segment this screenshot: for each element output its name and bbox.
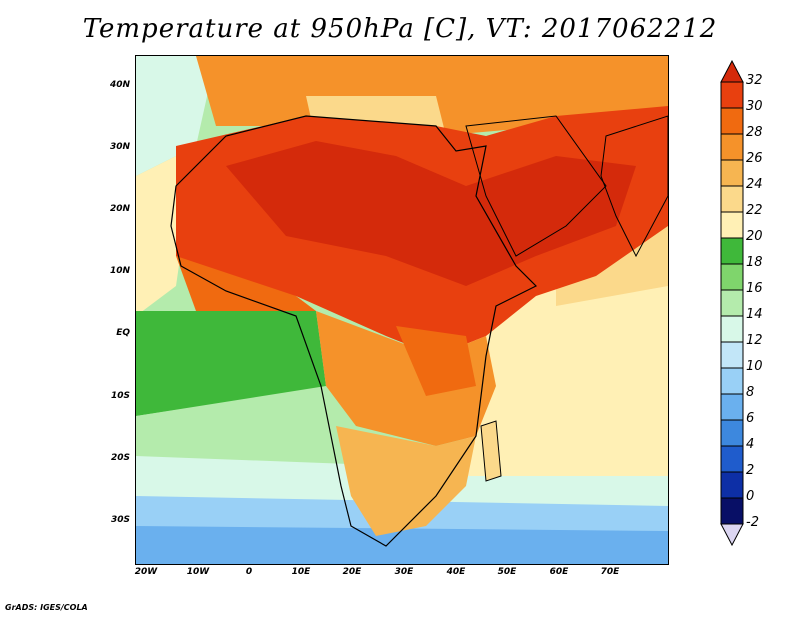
madagascar-coastline bbox=[480, 420, 502, 482]
lat-label-eq: EQ bbox=[116, 328, 130, 338]
madagascar-region bbox=[481, 421, 501, 481]
colorbar-label: -2 bbox=[746, 515, 759, 530]
colorbar-label: 4 bbox=[746, 437, 755, 452]
colorbar-box bbox=[720, 419, 744, 447]
colorbar-label: 20 bbox=[746, 229, 763, 244]
lon-label-0: 0 bbox=[245, 567, 253, 577]
lon-label-50e: 50E bbox=[497, 567, 517, 577]
africa-coastline bbox=[170, 115, 538, 547]
colorbar-box bbox=[720, 445, 744, 473]
southern-africa-region bbox=[336, 426, 476, 536]
lat-label-10s: 10S bbox=[110, 391, 130, 401]
lon-label-10w: 10W bbox=[186, 567, 210, 577]
colorbar-box bbox=[720, 211, 744, 239]
colorbar-box bbox=[720, 159, 744, 187]
colorbar-box bbox=[720, 289, 744, 317]
colorbar-label: 16 bbox=[746, 281, 763, 296]
colorbar-arrow-top bbox=[720, 60, 744, 83]
temperature-map bbox=[135, 55, 669, 565]
lon-label-70e: 70E bbox=[600, 567, 620, 577]
map-title: Temperature at 950hPa [C], VT: 201706221… bbox=[82, 14, 718, 44]
colorbar-box bbox=[720, 341, 744, 369]
colorbar-box bbox=[720, 107, 744, 135]
india-coastline bbox=[600, 115, 668, 258]
colorbar-box bbox=[720, 81, 744, 109]
colorbar-box bbox=[720, 393, 744, 421]
colorbar-arrow-bottom bbox=[720, 523, 744, 547]
colorbar-box bbox=[720, 315, 744, 343]
colorbar-box bbox=[720, 237, 744, 265]
colorbar-box bbox=[720, 471, 744, 499]
lon-label-20w: 20W bbox=[134, 567, 158, 577]
lon-label-60e: 60E bbox=[549, 567, 569, 577]
colorbar-label: 28 bbox=[746, 125, 763, 140]
colorbar-label: 30 bbox=[746, 99, 763, 114]
colorbar-label: 26 bbox=[746, 151, 763, 166]
colorbar-label: 24 bbox=[746, 177, 763, 192]
colorbar-label: 14 bbox=[746, 307, 763, 322]
arabia-coastline bbox=[465, 115, 607, 257]
colorbar-label: 22 bbox=[746, 203, 763, 218]
colorbar-box bbox=[720, 367, 744, 395]
south-ocean-band-1 bbox=[136, 386, 336, 476]
central-africa-region bbox=[316, 311, 496, 446]
colorbar-label: 10 bbox=[746, 359, 763, 374]
colorbar-label: 12 bbox=[746, 333, 763, 348]
colorbar-box bbox=[720, 185, 744, 213]
south-ocean-band-4 bbox=[136, 526, 668, 564]
lat-label-30n: 30N bbox=[109, 142, 130, 152]
lon-label-30e: 30E bbox=[394, 567, 414, 577]
lat-label-40n: 40N bbox=[109, 80, 130, 90]
colorbar-box bbox=[720, 263, 744, 291]
lat-label-20s: 20S bbox=[110, 453, 130, 463]
colorbar-label: 2 bbox=[746, 463, 755, 478]
lon-label-10e: 10E bbox=[291, 567, 311, 577]
colorbar-box bbox=[720, 497, 744, 525]
colorbar-label: 6 bbox=[746, 411, 755, 426]
colorbar-label: 32 bbox=[746, 73, 763, 88]
lon-label-20e: 20E bbox=[342, 567, 362, 577]
colorbar-label: 8 bbox=[746, 385, 755, 400]
lat-label-10n: 10N bbox=[109, 266, 130, 276]
gulf-guinea-region bbox=[136, 311, 326, 416]
lat-label-20n: 20N bbox=[109, 204, 130, 214]
sahara-core-region bbox=[226, 141, 636, 286]
west-africa-region bbox=[176, 256, 316, 311]
credit-text: GrADS: IGES/COLA bbox=[5, 603, 88, 612]
colorbar bbox=[720, 60, 744, 547]
lon-label-40e: 40E bbox=[446, 567, 466, 577]
indian-ocean-region bbox=[466, 266, 668, 476]
colorbar-label: 0 bbox=[746, 489, 755, 504]
colorbar-label: 18 bbox=[746, 255, 763, 270]
east-africa-region bbox=[396, 326, 476, 396]
lat-label-30s: 30S bbox=[110, 515, 130, 525]
colorbar-box bbox=[720, 133, 744, 161]
